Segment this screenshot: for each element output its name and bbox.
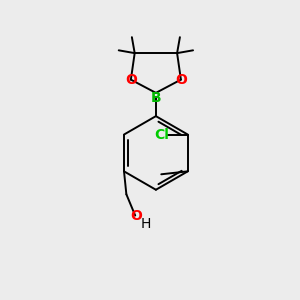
Text: O: O: [175, 73, 187, 87]
Text: O: O: [125, 73, 137, 87]
Text: B: B: [151, 91, 161, 105]
Text: Cl: Cl: [154, 128, 169, 142]
Text: O: O: [130, 209, 142, 224]
Text: H: H: [140, 217, 151, 231]
